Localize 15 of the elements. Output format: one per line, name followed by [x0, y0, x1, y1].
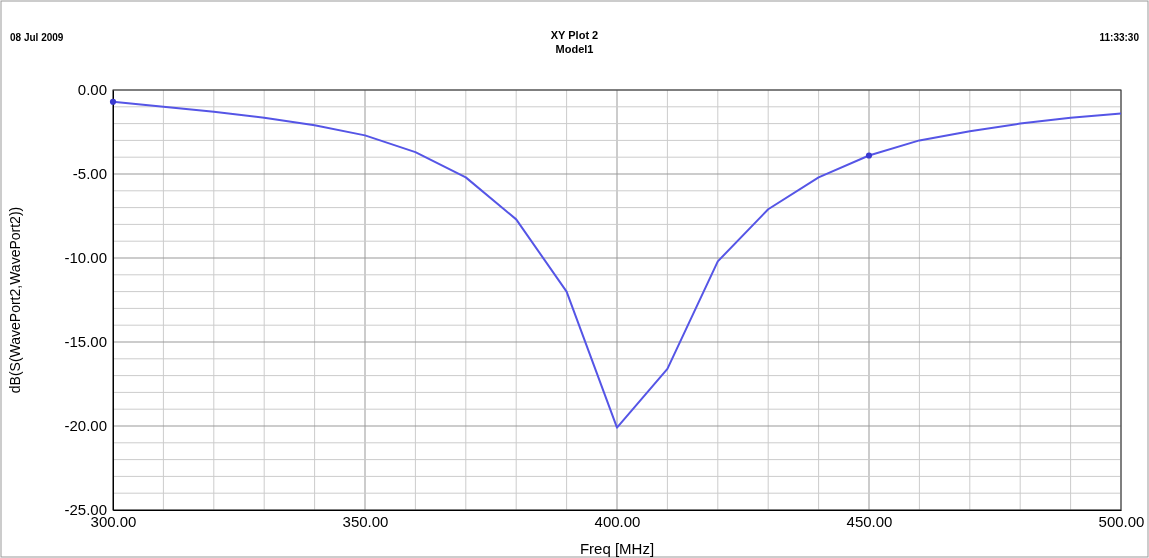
x-tick-label: 400.00 — [594, 512, 641, 530]
x-axis-title: Freq [MHz] — [579, 540, 655, 557]
chart-subtitle: Model1 — [555, 43, 594, 55]
x-tick-label: 500.00 — [1098, 512, 1145, 530]
y-tick-label: -15.00 — [64, 333, 107, 351]
y-tick-label: 0.00 — [77, 81, 107, 99]
y-tick-label: -20.00 — [64, 417, 107, 435]
y-axis-title: dB(S(WavePort2,WavePort2)) — [7, 206, 23, 394]
text: 11:33:30 — [1099, 32, 1140, 43]
text: 08 Jul 2009 — [10, 32, 64, 43]
chart-title: XY Plot 2 — [550, 29, 599, 41]
x-tick-label: 350.00 — [342, 512, 389, 530]
y-tick-label: -10.00 — [64, 249, 107, 267]
x-tick-label: 450.00 — [846, 512, 893, 530]
y-tick-label: -5.00 — [72, 165, 107, 183]
